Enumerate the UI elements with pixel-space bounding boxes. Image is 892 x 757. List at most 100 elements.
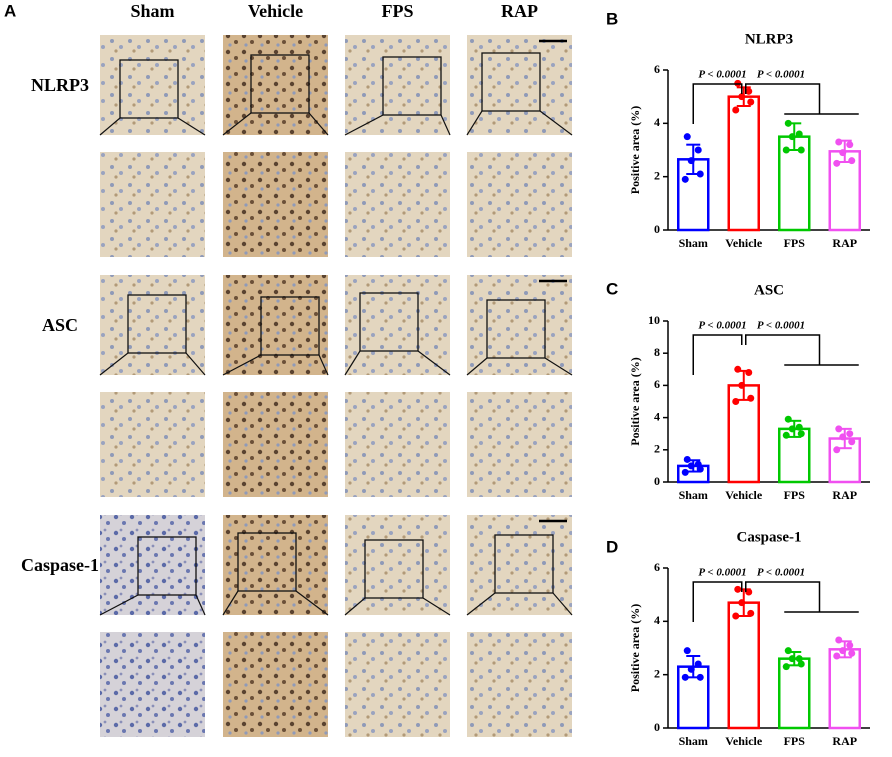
micrograph — [467, 275, 572, 375]
zoom-box — [127, 294, 187, 354]
annotation: P < 0.0001 — [698, 69, 746, 81]
data-point — [738, 599, 746, 607]
zoom-box — [359, 292, 419, 352]
y-tick-label: 8 — [654, 345, 660, 359]
zoom-box — [237, 532, 297, 592]
micrograph-zoom — [345, 632, 450, 737]
zoom-line — [222, 112, 252, 136]
data-point — [795, 655, 803, 663]
zoom-line — [466, 592, 496, 616]
zoom-box — [364, 539, 424, 599]
x-tick-label: RAP — [832, 236, 857, 250]
data-point — [683, 647, 691, 655]
y-axis-label: Positive area (%) — [628, 357, 642, 445]
micrograph-zoom — [223, 152, 328, 257]
data-point — [784, 119, 792, 127]
zoom-line — [552, 592, 573, 616]
zoom-line — [539, 110, 573, 136]
y-tick-label: 4 — [654, 115, 660, 129]
data-point — [839, 149, 847, 157]
data-point — [848, 157, 856, 165]
data-point — [681, 673, 689, 681]
data-point — [694, 660, 702, 668]
x-tick-label: FPS — [784, 734, 806, 748]
y-tick-label: 2 — [654, 666, 660, 680]
x-tick-label: Sham — [679, 488, 708, 502]
micrograph-zoom — [223, 632, 328, 737]
data-point — [782, 663, 790, 671]
sig-bracket — [692, 581, 743, 622]
zoom-line — [177, 117, 206, 136]
data-point — [797, 146, 805, 154]
micrograph — [345, 35, 450, 135]
data-point — [795, 130, 803, 138]
data-point — [846, 430, 854, 438]
data-point — [835, 636, 843, 644]
zoom-box — [481, 52, 541, 112]
bar — [828, 648, 861, 730]
data-point — [681, 175, 689, 183]
data-point — [839, 647, 847, 655]
data-point — [745, 588, 753, 596]
micrograph — [100, 275, 205, 375]
chart-title: Caspase-1 — [736, 529, 801, 545]
data-point — [738, 381, 746, 389]
data-point — [747, 609, 755, 617]
bar — [727, 95, 760, 232]
sig-bracket — [745, 581, 821, 612]
column-header: Vehicle — [248, 1, 303, 21]
annotation: P < 0.0001 — [757, 69, 805, 81]
data-point — [784, 415, 792, 423]
data-point — [846, 141, 854, 149]
data-point — [747, 394, 755, 402]
zoom-line — [344, 597, 366, 616]
column-header: FPS — [381, 1, 413, 21]
zoom-line — [222, 354, 262, 376]
micrograph-zoom — [345, 392, 450, 497]
bar — [677, 158, 710, 232]
y-tick-label: 4 — [654, 613, 660, 627]
zoom-line — [466, 110, 483, 136]
data-point — [797, 660, 805, 668]
x-tick-label: Vehicle — [725, 734, 763, 748]
x-tick-label: Sham — [679, 236, 708, 250]
data-point — [681, 468, 689, 476]
zoom-line — [295, 590, 329, 616]
zoom-box — [486, 299, 546, 359]
y-tick-label: 4 — [654, 409, 660, 423]
zoom-box — [137, 536, 197, 596]
data-point — [835, 138, 843, 146]
data-point — [839, 433, 847, 441]
column-header: Sham — [130, 1, 174, 21]
data-point — [788, 133, 796, 141]
row-label: NLRP3 — [31, 75, 89, 95]
sig-bracket — [745, 83, 821, 114]
data-point — [797, 430, 805, 438]
annotation: P < 0.0001 — [698, 320, 746, 332]
zoom-line — [544, 357, 573, 376]
data-point — [747, 98, 755, 106]
micrograph — [223, 35, 328, 135]
data-point — [687, 462, 695, 470]
data-point — [732, 398, 740, 405]
panel-label: B — [606, 9, 618, 28]
data-point — [745, 369, 753, 377]
data-point — [732, 612, 740, 620]
micrograph — [345, 515, 450, 615]
zoom-line — [222, 590, 239, 616]
data-point — [687, 665, 695, 673]
micrograph-zoom — [467, 392, 572, 497]
data-point — [788, 655, 796, 663]
zoom-line — [344, 350, 361, 376]
data-point — [833, 652, 841, 660]
annotation: P < 0.0001 — [698, 567, 746, 579]
x-tick-label: RAP — [832, 488, 857, 502]
data-point — [788, 425, 796, 433]
panel-label: A — [4, 1, 16, 20]
data-point — [738, 93, 746, 101]
chart-title: ASC — [754, 282, 784, 298]
data-point — [848, 438, 856, 446]
micrograph — [223, 275, 328, 375]
micrograph — [467, 515, 572, 615]
